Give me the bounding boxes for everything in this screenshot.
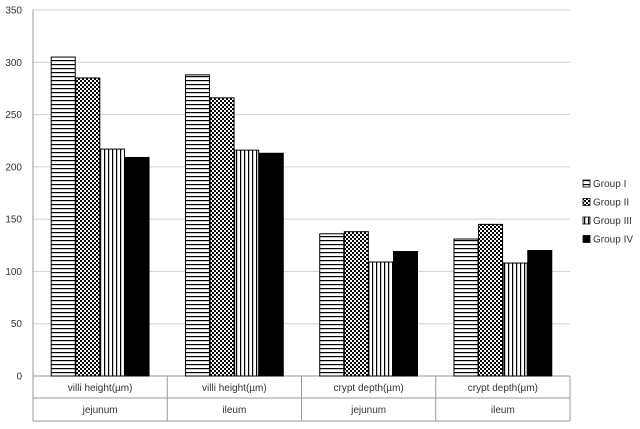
category-label: villi height(µm) bbox=[202, 383, 267, 394]
y-tick-label: 350 bbox=[5, 6, 22, 17]
bar-group-iii bbox=[234, 149, 260, 377]
legend-swatch bbox=[582, 198, 591, 206]
y-tick-label: 50 bbox=[11, 319, 23, 330]
category-group-label: jejunum bbox=[350, 405, 386, 416]
bar-group-iii bbox=[368, 261, 394, 377]
legend-label: Group III bbox=[593, 216, 632, 227]
legend-label: Group I bbox=[593, 179, 626, 190]
legend-label: Group II bbox=[593, 198, 629, 209]
bar-group-ii bbox=[209, 97, 235, 377]
bar-group-iv bbox=[124, 156, 150, 377]
bar-group-i bbox=[319, 233, 345, 377]
y-tick-label: 300 bbox=[5, 58, 22, 69]
bar-group-iv bbox=[527, 250, 553, 377]
bars bbox=[50, 56, 553, 377]
bar-group-ii bbox=[478, 223, 504, 377]
legend-swatch bbox=[582, 235, 591, 243]
category-group-label: ileum bbox=[491, 405, 515, 416]
category-group-label: ileum bbox=[222, 405, 246, 416]
legend-swatch bbox=[582, 216, 591, 225]
legend-label: Group IV bbox=[593, 235, 633, 246]
bar-group-iii bbox=[99, 148, 125, 377]
bar-group-i bbox=[453, 238, 479, 377]
category-label: crypt depth(µm) bbox=[468, 383, 538, 394]
bar-group-iii bbox=[502, 262, 528, 377]
bar-group-i bbox=[184, 74, 210, 377]
bar-group-ii bbox=[75, 77, 101, 377]
category-label: crypt depth(µm) bbox=[334, 383, 404, 394]
legend: Group I Group II Group III Group IV bbox=[582, 179, 633, 246]
bar-group-i bbox=[50, 56, 76, 377]
y-tick-label: 100 bbox=[5, 267, 22, 278]
bar-group-iv bbox=[258, 152, 284, 377]
category-label: villi height(µm) bbox=[68, 383, 133, 394]
legend-swatch bbox=[582, 179, 591, 188]
y-tick-label: 0 bbox=[16, 372, 22, 383]
y-tick-label: 250 bbox=[5, 110, 22, 121]
bar-group-ii bbox=[343, 231, 369, 377]
bar-group-iv bbox=[393, 251, 419, 377]
y-tick-label: 200 bbox=[5, 162, 22, 173]
category-labels: villi height(µm) jejunum villi height(µm) i… bbox=[68, 383, 538, 416]
category-group-label: jejunum bbox=[82, 405, 118, 416]
y-tick-label: 150 bbox=[5, 215, 22, 226]
